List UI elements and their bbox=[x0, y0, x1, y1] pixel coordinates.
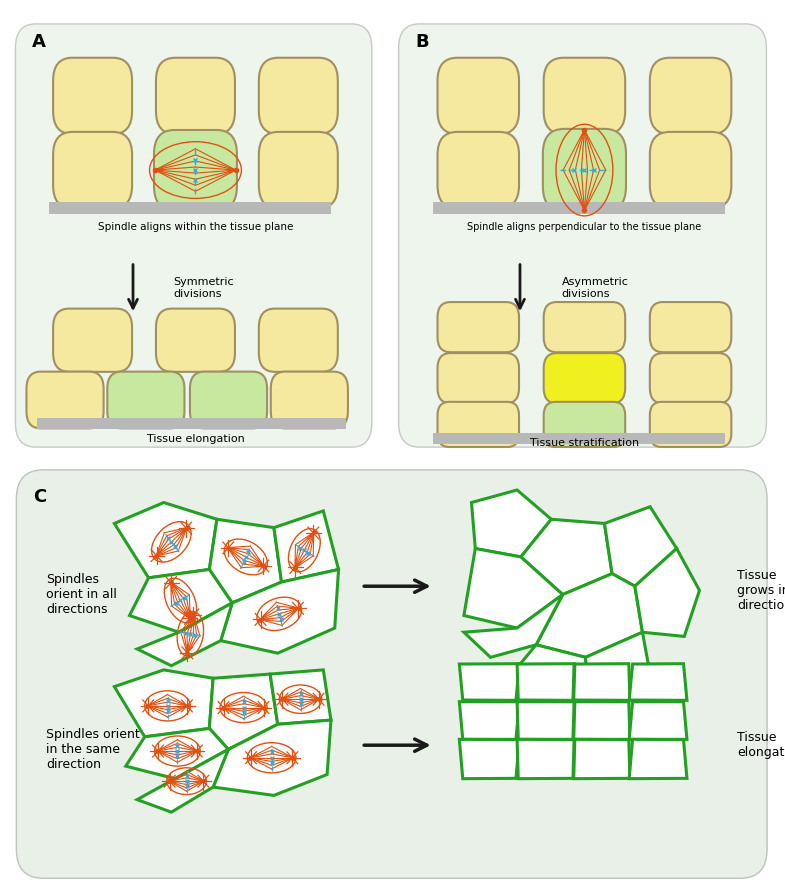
FancyBboxPatch shape bbox=[544, 401, 625, 447]
Text: A: A bbox=[32, 33, 46, 51]
FancyBboxPatch shape bbox=[650, 132, 732, 208]
Polygon shape bbox=[130, 569, 232, 632]
Bar bbox=[38, 418, 346, 429]
Polygon shape bbox=[210, 674, 278, 749]
FancyBboxPatch shape bbox=[156, 58, 235, 134]
Polygon shape bbox=[274, 510, 338, 582]
FancyBboxPatch shape bbox=[190, 372, 267, 428]
Text: Tissue elongation: Tissue elongation bbox=[147, 434, 244, 444]
Polygon shape bbox=[630, 663, 687, 700]
Polygon shape bbox=[498, 645, 590, 707]
Polygon shape bbox=[459, 663, 520, 700]
Text: Spindles
orient in all
directions: Spindles orient in all directions bbox=[46, 573, 117, 616]
Text: Spindle aligns perpendicular to the tissue plane: Spindle aligns perpendicular to the tiss… bbox=[467, 223, 702, 232]
Polygon shape bbox=[630, 702, 687, 739]
Bar bbox=[49, 202, 331, 214]
Bar bbox=[433, 202, 725, 214]
FancyBboxPatch shape bbox=[53, 132, 132, 208]
FancyBboxPatch shape bbox=[544, 302, 625, 352]
Polygon shape bbox=[604, 507, 677, 586]
FancyBboxPatch shape bbox=[543, 129, 626, 211]
FancyBboxPatch shape bbox=[53, 308, 132, 372]
FancyBboxPatch shape bbox=[16, 24, 372, 447]
Polygon shape bbox=[137, 749, 228, 812]
Polygon shape bbox=[126, 729, 228, 779]
FancyBboxPatch shape bbox=[108, 372, 184, 428]
Text: B: B bbox=[416, 33, 429, 51]
FancyBboxPatch shape bbox=[53, 58, 132, 134]
Polygon shape bbox=[137, 603, 232, 666]
Polygon shape bbox=[574, 663, 630, 700]
FancyBboxPatch shape bbox=[650, 302, 732, 352]
FancyBboxPatch shape bbox=[399, 24, 766, 447]
Text: Tissue
elongates: Tissue elongates bbox=[737, 731, 785, 759]
Polygon shape bbox=[517, 663, 574, 700]
Polygon shape bbox=[521, 519, 612, 595]
FancyBboxPatch shape bbox=[259, 308, 338, 372]
Text: Spindle aligns within the tissue plane: Spindle aligns within the tissue plane bbox=[98, 223, 293, 232]
Polygon shape bbox=[115, 502, 217, 578]
Text: Tissue
grows in all
directions: Tissue grows in all directions bbox=[737, 569, 785, 611]
FancyBboxPatch shape bbox=[154, 130, 237, 210]
Polygon shape bbox=[635, 549, 699, 637]
Polygon shape bbox=[459, 739, 520, 779]
FancyBboxPatch shape bbox=[437, 302, 519, 352]
FancyBboxPatch shape bbox=[650, 58, 732, 134]
FancyBboxPatch shape bbox=[156, 308, 235, 372]
Polygon shape bbox=[630, 739, 687, 779]
Polygon shape bbox=[517, 702, 574, 739]
Polygon shape bbox=[214, 720, 331, 796]
Polygon shape bbox=[270, 670, 331, 724]
FancyBboxPatch shape bbox=[544, 58, 625, 134]
FancyBboxPatch shape bbox=[437, 132, 519, 208]
Polygon shape bbox=[459, 702, 520, 739]
FancyBboxPatch shape bbox=[544, 353, 625, 403]
Polygon shape bbox=[221, 569, 338, 654]
Polygon shape bbox=[115, 670, 214, 737]
Polygon shape bbox=[586, 632, 650, 704]
Bar bbox=[433, 434, 725, 443]
FancyBboxPatch shape bbox=[437, 353, 519, 403]
FancyBboxPatch shape bbox=[259, 58, 338, 134]
Text: Symmetric
divisions: Symmetric divisions bbox=[173, 277, 234, 299]
Polygon shape bbox=[472, 490, 551, 557]
Text: Spindles orient
in the same
direction: Spindles orient in the same direction bbox=[46, 728, 140, 771]
FancyBboxPatch shape bbox=[650, 401, 732, 447]
FancyBboxPatch shape bbox=[437, 58, 519, 134]
Text: Tissue stratification: Tissue stratification bbox=[530, 438, 639, 448]
Polygon shape bbox=[464, 595, 563, 657]
FancyBboxPatch shape bbox=[259, 132, 338, 208]
FancyBboxPatch shape bbox=[650, 353, 732, 403]
Text: C: C bbox=[33, 488, 46, 506]
Polygon shape bbox=[464, 549, 563, 628]
FancyBboxPatch shape bbox=[271, 372, 348, 428]
Polygon shape bbox=[517, 739, 574, 779]
Polygon shape bbox=[574, 739, 630, 779]
Text: Asymmetric
divisions: Asymmetric divisions bbox=[562, 277, 629, 299]
FancyBboxPatch shape bbox=[27, 372, 104, 428]
Polygon shape bbox=[536, 574, 642, 657]
FancyBboxPatch shape bbox=[437, 401, 519, 447]
Polygon shape bbox=[574, 702, 630, 739]
Polygon shape bbox=[210, 519, 282, 603]
FancyBboxPatch shape bbox=[16, 470, 767, 878]
